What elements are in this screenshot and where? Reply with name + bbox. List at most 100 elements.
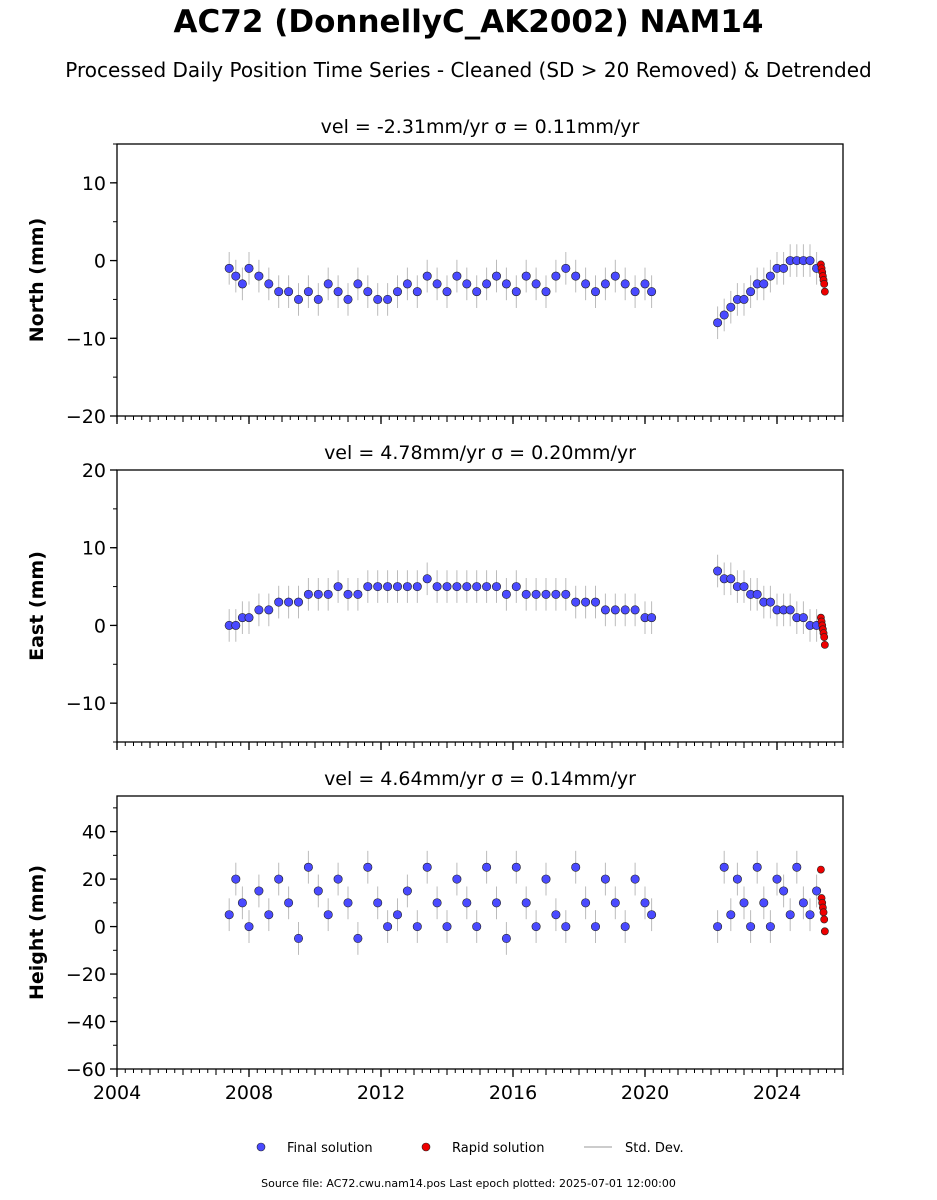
final-point (581, 279, 591, 289)
y-tick-label: −20 (66, 964, 106, 986)
final-point (363, 582, 373, 592)
final-point (647, 910, 657, 920)
final-point (746, 287, 756, 297)
data-layer (224, 554, 829, 649)
plot-frame (116, 143, 844, 417)
rapid-point (820, 640, 829, 649)
final-point (224, 910, 234, 920)
final-point (264, 910, 274, 920)
final-point (812, 886, 822, 896)
final-point (303, 287, 313, 297)
final-point (719, 310, 729, 320)
y-axis-label: Height (mm) (26, 865, 48, 1000)
final-point (343, 898, 353, 908)
final-point (274, 597, 284, 607)
final-point (293, 294, 303, 304)
final-point (392, 910, 402, 920)
final-point (231, 874, 241, 884)
final-point (561, 263, 571, 273)
final-point (511, 582, 521, 592)
final-point (244, 922, 254, 932)
final-point (422, 271, 432, 281)
x-tick-label: 2016 (489, 1082, 537, 1104)
source-footer: Source file: AC72.cwu.nam14.pos Last epo… (261, 1177, 676, 1190)
data-layer (224, 850, 829, 955)
final-point (462, 279, 472, 289)
final-point (571, 862, 581, 872)
final-point (482, 862, 492, 872)
final-point (600, 605, 610, 615)
final-point (531, 922, 541, 932)
final-point (620, 279, 630, 289)
final-point (726, 302, 736, 312)
final-point (284, 898, 294, 908)
rapid-point (816, 865, 825, 874)
final-point (363, 862, 373, 872)
final-point (422, 862, 432, 872)
final-point (759, 279, 769, 289)
rapid-point (820, 927, 829, 936)
final-point (442, 287, 452, 297)
legend-final-marker (256, 1142, 266, 1152)
y-tick-label: 40 (82, 822, 106, 844)
panel-2: vel = 4.78mm/yr σ = 0.20mm/yr −10 0 10 20 Eas… (26, 442, 844, 750)
final-point (373, 898, 383, 908)
rapid-point (819, 908, 828, 917)
final-point (313, 294, 323, 304)
final-point (254, 271, 264, 281)
final-point (482, 582, 492, 592)
final-point (412, 582, 422, 592)
final-point (452, 874, 462, 884)
final-point (373, 582, 383, 592)
final-point (571, 271, 581, 281)
final-point (600, 279, 610, 289)
final-point (383, 922, 393, 932)
final-point (303, 862, 313, 872)
final-point (501, 933, 511, 943)
final-point (561, 589, 571, 599)
final-point (551, 910, 561, 920)
final-point (442, 922, 452, 932)
final-point (237, 898, 247, 908)
final-point (452, 582, 462, 592)
final-point (779, 263, 789, 273)
final-point (798, 613, 808, 623)
final-point (551, 271, 561, 281)
panel-title: vel = 4.64mm/yr σ = 0.14mm/yr (324, 768, 636, 790)
final-point (333, 287, 343, 297)
final-point (501, 589, 511, 599)
final-point (640, 898, 650, 908)
final-point (244, 263, 254, 273)
final-point (333, 874, 343, 884)
page-subtitle: Processed Daily Position Time Series - C… (65, 58, 872, 82)
final-point (353, 933, 363, 943)
final-point (254, 886, 264, 896)
final-point (501, 279, 511, 289)
y-tick-label: −20 (66, 406, 106, 428)
final-point (274, 874, 284, 884)
final-point (561, 922, 571, 932)
final-point (785, 910, 795, 920)
final-point (303, 589, 313, 599)
final-point (363, 287, 373, 297)
rapid-point (820, 287, 829, 296)
final-point (759, 898, 769, 908)
final-point (343, 294, 353, 304)
final-point (647, 613, 657, 623)
final-point (462, 582, 472, 592)
final-point (422, 574, 432, 584)
y-tick-label: 20 (82, 869, 106, 891)
final-point (600, 874, 610, 884)
x-tick-label: 2020 (621, 1082, 669, 1104)
panel-title: vel = 4.78mm/yr σ = 0.20mm/yr (324, 442, 636, 464)
x-tick-label: 2004 (93, 1082, 141, 1104)
y-axis-label: North (mm) (26, 218, 48, 343)
final-point (402, 582, 412, 592)
y-axis-label: East (mm) (26, 551, 48, 661)
legend-label: Final solution (287, 1141, 373, 1156)
final-point (521, 898, 531, 908)
final-point (353, 279, 363, 289)
panel-title: vel = -2.31mm/yr σ = 0.11mm/yr (321, 116, 640, 138)
final-point (590, 597, 600, 607)
